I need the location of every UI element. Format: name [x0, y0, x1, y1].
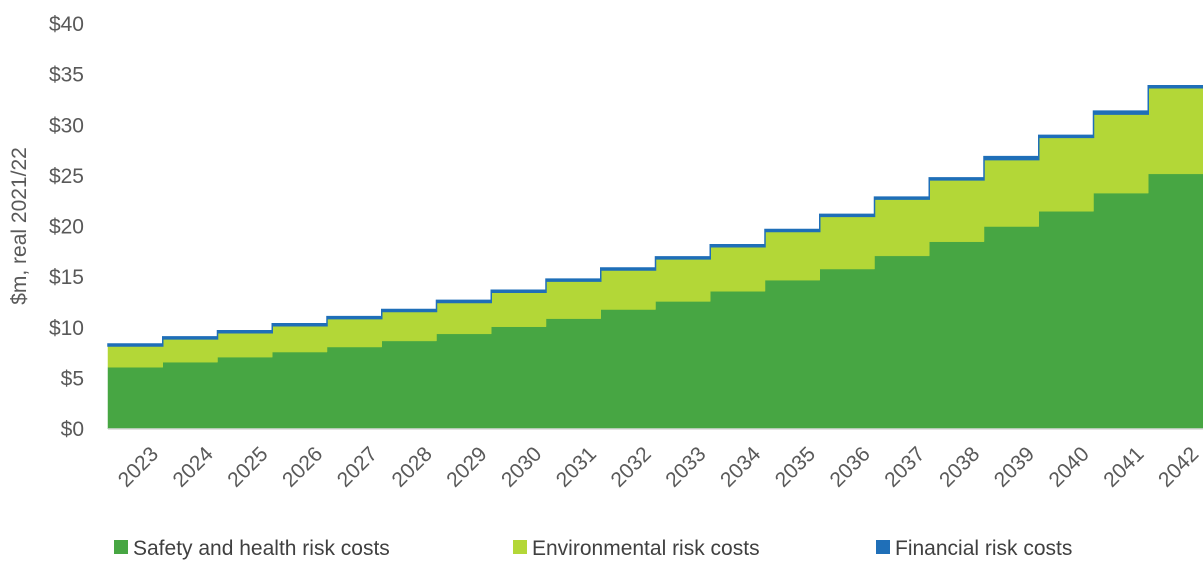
legend-swatch: [114, 540, 128, 554]
x-tick-label: 2028: [388, 442, 437, 491]
x-tick-label: 2042: [1154, 442, 1203, 491]
x-tick-label: 2036: [826, 442, 875, 491]
legend-label: Financial risk costs: [895, 537, 1072, 560]
y-tick-label: $30: [49, 114, 84, 137]
legend-swatch: [876, 540, 890, 554]
y-tick-label: $10: [49, 317, 84, 340]
y-tick-label: $15: [49, 266, 84, 289]
x-tick-label: 2035: [771, 442, 820, 491]
y-tick-label: $0: [61, 418, 84, 441]
x-tick-label: 2030: [497, 442, 546, 491]
x-tick-label: 2025: [223, 442, 272, 491]
x-tick-label: 2023: [114, 442, 163, 491]
legend-item-1: Safety and health risk costs: [114, 537, 390, 560]
legend-item-3: Financial risk costs: [876, 537, 1072, 560]
legend-label: Environmental risk costs: [532, 537, 760, 560]
x-tick-label: 2040: [1045, 442, 1094, 491]
x-axis-ticks: 2023 2024 2025 2026 2027 2028 2029 2030 2031 2032…: [114, 442, 1203, 492]
y-tick-label: $40: [49, 13, 84, 36]
x-tick-label: 2024: [169, 442, 219, 492]
x-tick-label: 2029: [442, 442, 491, 491]
y-axis-ticks: $0 $5 $10 $15 $20 $25 $30 $35 $40: [49, 13, 84, 441]
y-tick-label: $35: [49, 64, 84, 87]
y-tick-label: $25: [49, 165, 84, 188]
x-tick-label: 2032: [607, 442, 656, 491]
area-series-3: [107, 85, 1203, 347]
x-tick-label: 2033: [661, 442, 710, 491]
legend-item-2: Environmental risk costs: [513, 537, 760, 560]
x-tick-label: 2039: [990, 442, 1039, 491]
x-tick-label: 2027: [333, 442, 382, 491]
y-tick-label: $5: [61, 367, 84, 390]
x-tick-label: 2037: [880, 442, 929, 491]
y-axis-label: $m, real 2021/22: [8, 147, 31, 305]
plot-areas: [107, 85, 1203, 430]
legend-swatch: [513, 540, 527, 554]
legend-label: Safety and health risk costs: [133, 537, 390, 560]
x-tick-label: 2038: [935, 442, 984, 491]
x-tick-label: 2031: [552, 442, 601, 491]
y-tick-label: $20: [49, 216, 84, 239]
x-tick-label: 2041: [1099, 442, 1148, 491]
x-tick-label: 2034: [716, 442, 766, 492]
legend: Safety and health risk costs Environmenta…: [114, 537, 1072, 560]
x-tick-label: 2026: [278, 442, 327, 491]
